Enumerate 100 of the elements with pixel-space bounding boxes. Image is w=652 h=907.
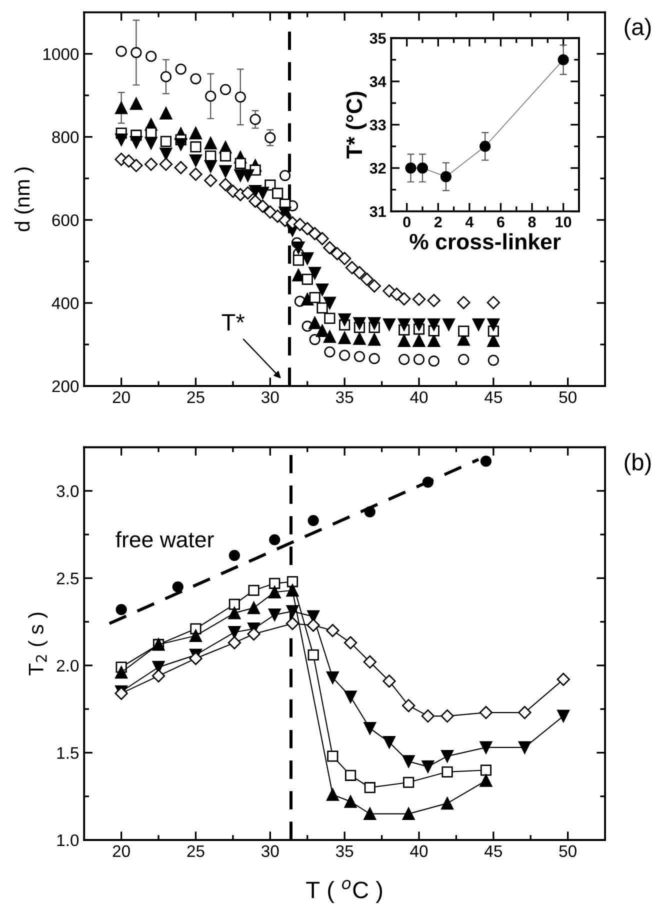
point [286, 576, 298, 588]
point [326, 671, 339, 684]
point [398, 318, 410, 331]
point [189, 630, 202, 642]
point [480, 774, 492, 787]
x-tick-label: 6 [497, 216, 504, 228]
point [268, 586, 281, 598]
point [160, 106, 172, 120]
point [338, 252, 352, 266]
y-tick-label: 35 [370, 32, 386, 44]
point [518, 741, 531, 754]
point [480, 140, 491, 152]
point [440, 709, 454, 723]
point [248, 194, 262, 208]
point [339, 350, 350, 361]
x-tick-label: 25 [187, 391, 204, 404]
x-tick-label: 50 [559, 845, 576, 858]
point [413, 354, 425, 365]
point [382, 318, 396, 331]
point [364, 782, 376, 794]
point [412, 292, 426, 306]
point [488, 354, 499, 366]
point [306, 618, 320, 632]
x-tick-label: 50 [559, 391, 576, 404]
point [292, 254, 304, 266]
point [228, 606, 241, 620]
point [480, 741, 492, 754]
point [364, 808, 376, 820]
point [160, 136, 172, 148]
point [219, 165, 232, 178]
point [479, 706, 493, 720]
point [556, 672, 570, 686]
point [302, 274, 313, 285]
point [345, 261, 359, 274]
point [353, 317, 366, 330]
annotation: T* [222, 314, 245, 330]
point [228, 598, 240, 610]
point [189, 168, 202, 181]
point [292, 242, 305, 254]
point [286, 584, 299, 597]
point [324, 346, 336, 358]
y-axis-title: d (nm ) [14, 167, 34, 232]
x-tick-label: 35 [336, 391, 354, 404]
point [269, 578, 280, 589]
y-tick-label: 1000 [43, 48, 79, 60]
x-tick-label: 30 [262, 845, 279, 858]
point [205, 90, 216, 102]
point [189, 154, 202, 167]
point [248, 584, 260, 596]
point [352, 266, 366, 280]
point [269, 534, 280, 546]
x-tick-label: 40 [410, 391, 428, 404]
point [354, 350, 366, 362]
point [480, 764, 492, 776]
point [398, 334, 410, 348]
point [250, 114, 261, 126]
point [363, 655, 376, 669]
point [402, 755, 415, 768]
point [316, 232, 329, 246]
point [308, 514, 319, 526]
point [458, 326, 470, 337]
point [398, 292, 411, 306]
point [338, 313, 351, 326]
point [486, 296, 500, 310]
point [190, 141, 202, 152]
point [428, 318, 440, 331]
x-tick-label: 30 [262, 391, 279, 404]
x-tick-label: 10 [556, 216, 572, 228]
point [204, 174, 218, 188]
point [264, 132, 276, 144]
point [316, 283, 329, 296]
point [234, 158, 246, 170]
y-tick-label: 800 [52, 131, 79, 144]
point [422, 760, 434, 773]
x-tick-label: 0 [403, 216, 410, 228]
point [353, 332, 366, 345]
point [344, 690, 357, 704]
y-tick-label: 2.0 [56, 660, 79, 672]
x-tick-label: 8 [528, 216, 536, 228]
y-tick-label: 2.5 [56, 572, 79, 584]
y-axis-title: T$_{2}$ ( s ) [28, 612, 48, 676]
x-tick-label: 35 [336, 845, 354, 858]
point [130, 97, 142, 110]
point [115, 666, 128, 679]
point [390, 288, 404, 301]
point [458, 354, 470, 365]
point [308, 316, 322, 330]
point [326, 624, 340, 638]
point [324, 312, 336, 324]
point [323, 330, 336, 343]
y-tick-label: 3.0 [56, 485, 79, 498]
x-tick-label: 4 [465, 216, 474, 228]
x-tick-label: 25 [187, 845, 204, 858]
point [412, 334, 426, 348]
point [172, 581, 184, 592]
point [402, 698, 416, 712]
point [189, 652, 202, 666]
point [241, 186, 254, 200]
point [130, 158, 143, 172]
point [204, 136, 217, 150]
